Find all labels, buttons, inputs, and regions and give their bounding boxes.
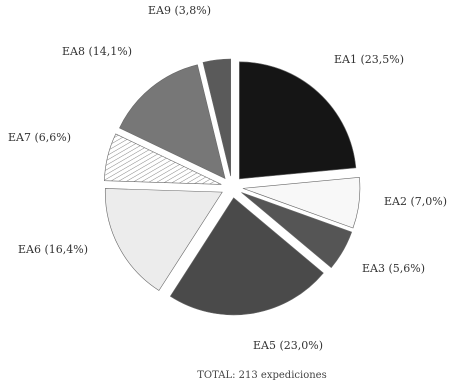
slice-label-ea7: EA7 (6,6%) [8, 131, 71, 144]
slice-label-ea5: EA5 (23,0%) [253, 339, 323, 352]
slice-label-ea6: EA6 (16,4%) [18, 243, 88, 256]
slice-label-ea8: EA8 (14,1%) [62, 45, 132, 58]
pie-slices [104, 59, 360, 315]
pie-slice-ea1 [239, 62, 355, 179]
slice-label-ea1: EA1 (23,5%) [334, 53, 404, 66]
chart-footer: TOTAL: 213 expediciones [197, 370, 326, 381]
slice-label-ea3: EA3 (5,6%) [362, 262, 425, 275]
slice-label-ea9: EA9 (3,8%) [148, 4, 211, 17]
slice-label-ea2: EA2 (7,0%) [384, 195, 447, 208]
